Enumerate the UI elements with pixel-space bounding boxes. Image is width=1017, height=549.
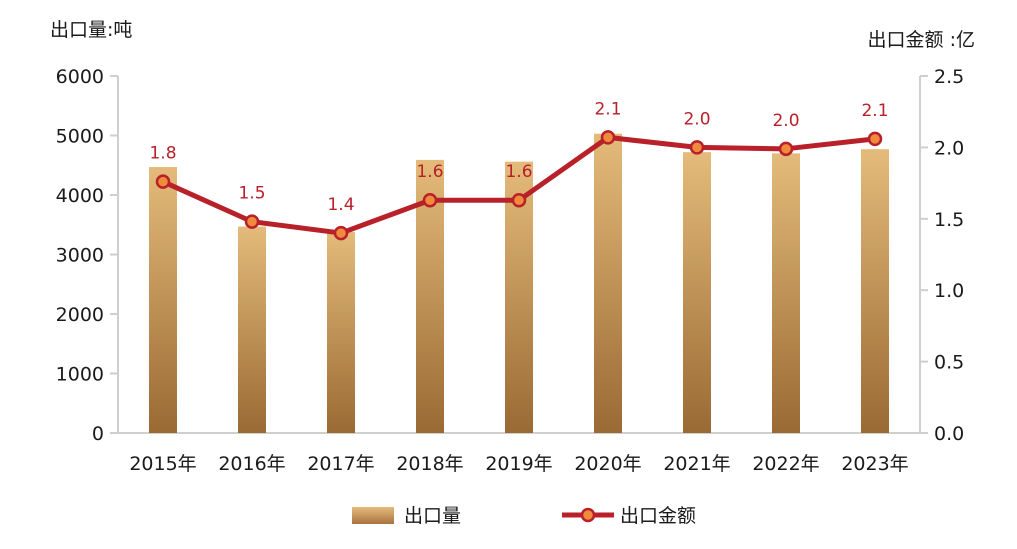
bar-2022年 [772,153,800,433]
bar-2021年 [683,152,711,433]
x-tick-label: 2019年 [485,453,552,475]
data-label: 2.1 [594,99,621,119]
left-tick-label: 6000 [56,66,104,88]
right-tick-label: 1.5 [934,209,964,231]
right-tick-label: 0.5 [934,352,964,374]
x-tick-label: 2016年 [218,453,285,475]
legend-label-bar: 出口量 [404,505,461,527]
bar-2020年 [594,133,622,433]
line-point-2020年 [600,130,616,145]
data-label: 1.6 [505,162,532,182]
legend-swatch-marker [580,507,596,523]
x-tick-label: 2020年 [574,453,641,475]
x-tick-label: 2018年 [396,453,463,475]
legend-label-line: 出口金额 [620,505,696,527]
data-label: 1.5 [238,184,265,204]
bar-2015年 [149,167,177,433]
left-tick-label: 4000 [56,185,104,207]
data-label: 2.1 [861,101,888,121]
line-point-2021年 [689,140,705,155]
legend-swatch-bar [352,507,394,524]
right-tick-label: 1.0 [934,280,964,302]
data-label: 2.0 [772,111,799,131]
left-tick-label: 2000 [56,304,104,326]
line-point-2018年 [422,192,438,208]
left-axis-title: 出口量:吨 [50,19,132,41]
left-tick-label: 3000 [56,245,104,267]
line-point-2017年 [333,225,349,241]
x-tick-label: 2022年 [752,453,819,475]
bar-2017年 [327,231,355,433]
legend: 出口量 出口金额 [352,505,696,527]
x-tick-label: 2017年 [307,453,374,475]
data-label: 1.8 [149,144,176,164]
left-tick-label: 0 [92,423,104,445]
x-tick-label: 2023年 [841,453,908,475]
x-tick-label: 2021年 [663,453,730,475]
right-axis-title: 出口金额 :亿 [868,29,975,51]
line-point-2016年 [244,214,260,229]
data-label: 1.6 [416,162,443,182]
right-tick-label: 2.5 [934,66,964,88]
data-label: 1.4 [327,195,354,215]
bar-2023年 [861,149,889,433]
right-tick-label: 2.0 [934,137,964,159]
line-point-2019年 [511,192,527,208]
left-tick-label: 5000 [56,126,104,148]
line-point-2022年 [778,141,794,157]
data-label: 2.0 [683,109,710,129]
line-point-2023年 [867,131,883,147]
left-tick-label: 1000 [56,364,104,386]
right-tick-label: 0.0 [934,423,964,445]
line-point-2015年 [155,174,171,189]
bar-2016年 [238,226,266,433]
x-tick-label: 2015年 [129,453,196,475]
